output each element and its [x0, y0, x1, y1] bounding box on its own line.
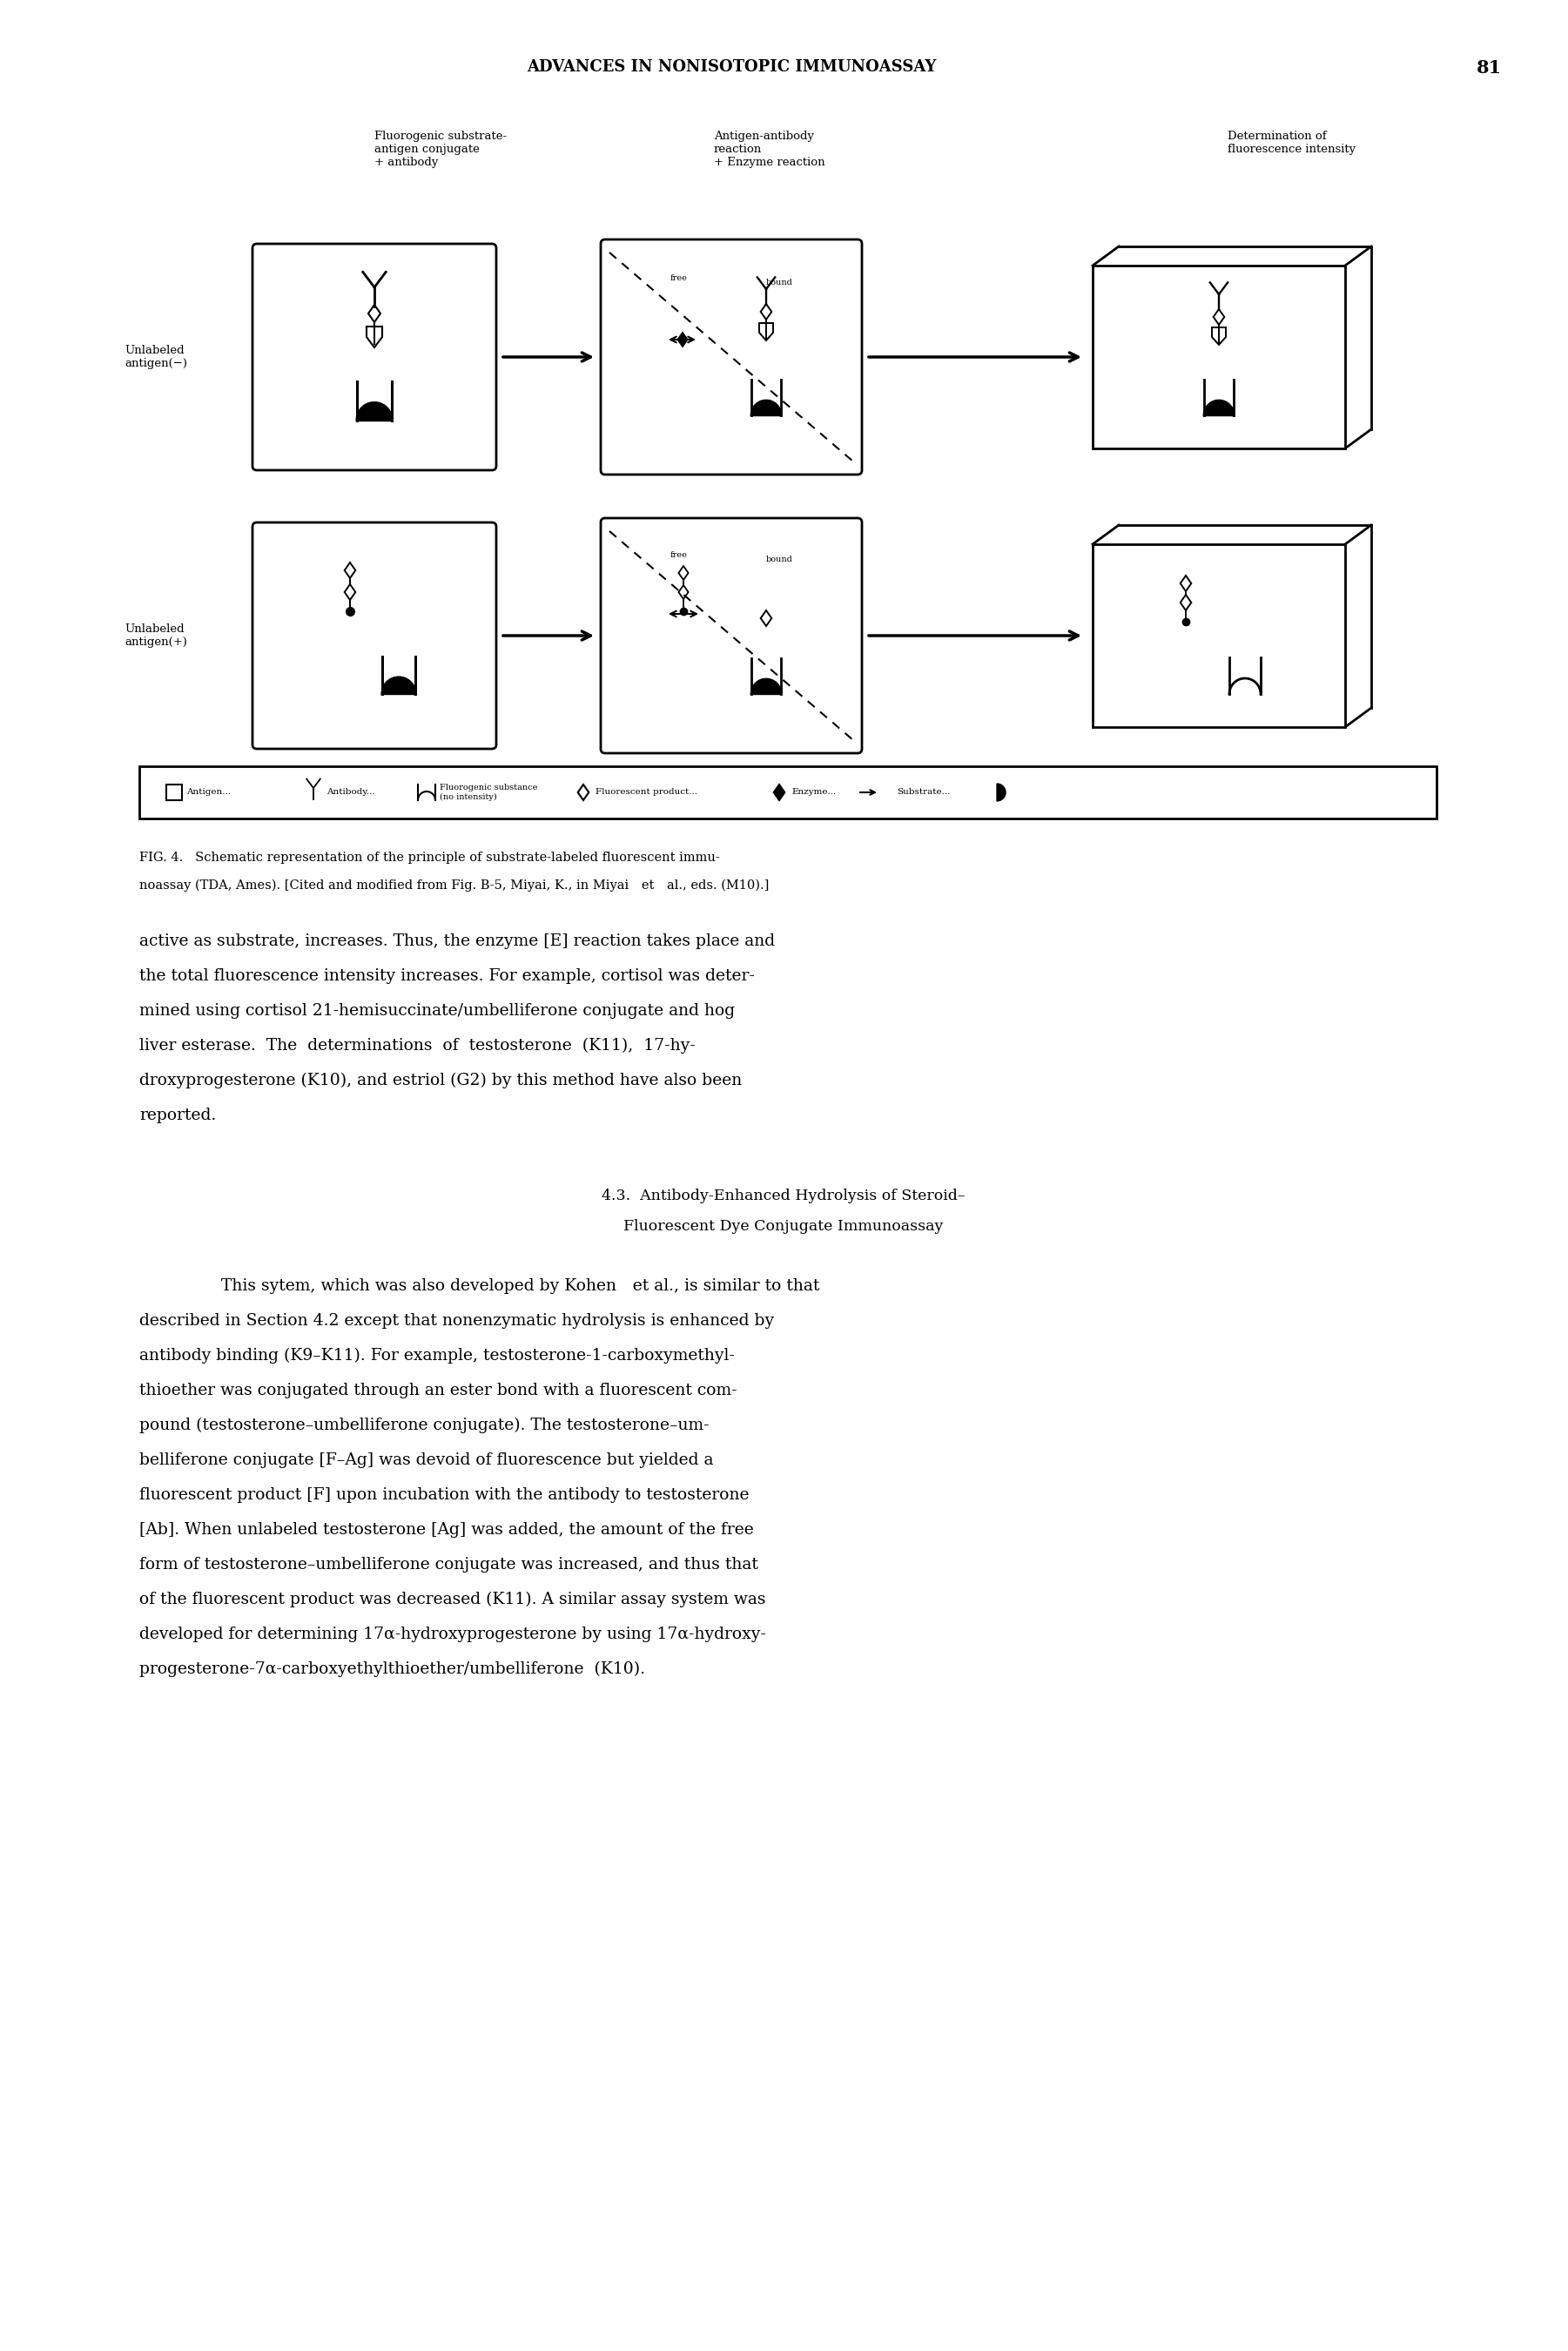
FancyBboxPatch shape — [252, 522, 495, 750]
Text: bound: bound — [765, 555, 793, 564]
Text: reported.: reported. — [140, 1107, 216, 1124]
Text: Enzyme...: Enzyme... — [792, 788, 836, 797]
Text: bound: bound — [765, 280, 793, 287]
Text: antibody binding (K9–K11). For example, testosterone-1-carboxymethyl-: antibody binding (K9–K11). For example, … — [140, 1347, 735, 1364]
Polygon shape — [773, 785, 784, 799]
Polygon shape — [1204, 400, 1234, 416]
Text: pound (testosterone–umbelliferone conjugate). The testosterone–um-: pound (testosterone–umbelliferone conjug… — [140, 1418, 709, 1434]
Text: free: free — [671, 275, 688, 282]
Text: [Ab]. When unlabeled testosterone [Ag] was added, the amount of the free: [Ab]. When unlabeled testosterone [Ag] w… — [140, 1521, 754, 1538]
Text: Antigen...: Antigen... — [187, 788, 230, 797]
Text: noassay (TDA, Ames). [Cited and modified from Fig. B-5, Miyai, K., in Miyai et a: noassay (TDA, Ames). [Cited and modified… — [140, 879, 768, 891]
Text: Fluorescent Dye Conjugate Immunoassay: Fluorescent Dye Conjugate Immunoassay — [624, 1220, 944, 1234]
FancyBboxPatch shape — [601, 240, 862, 475]
Text: belliferone conjugate [F–Ag] was devoid of fluorescence but yielded a: belliferone conjugate [F–Ag] was devoid … — [140, 1453, 713, 1467]
Text: This sytem, which was also developed by Kohen et al., is similar to that: This sytem, which was also developed by … — [201, 1279, 820, 1293]
Text: progesterone-7α-carboxyethylthioether/umbelliferone  (K10).: progesterone-7α-carboxyethylthioether/um… — [140, 1662, 644, 1676]
Text: Fluorescent product...: Fluorescent product... — [596, 788, 698, 797]
Text: Unlabeled
antigen(−): Unlabeled antigen(−) — [124, 346, 187, 369]
Text: developed for determining 17α-hydroxyprogesterone by using 17α-hydroxy-: developed for determining 17α-hydroxypro… — [140, 1627, 767, 1643]
Bar — [1093, 266, 1345, 449]
Text: Substrate...: Substrate... — [897, 788, 950, 797]
Text: of the fluorescent product was decreased (K11). A similar assay system was: of the fluorescent product was decreased… — [140, 1592, 765, 1608]
Polygon shape — [751, 679, 781, 694]
Text: ADVANCES IN NONISOTOPIC IMMUNOASSAY: ADVANCES IN NONISOTOPIC IMMUNOASSAY — [527, 59, 936, 75]
Text: described in Section 4.2 except that nonenzymatic hydrolysis is enhanced by: described in Section 4.2 except that non… — [140, 1314, 775, 1328]
Polygon shape — [677, 331, 687, 346]
Text: free: free — [671, 550, 688, 560]
FancyBboxPatch shape — [601, 517, 862, 752]
Polygon shape — [383, 677, 416, 694]
Text: FIG. 4.   Schematic representation of the principle of substrate-labeled fluores: FIG. 4. Schematic representation of the … — [140, 851, 720, 863]
Text: Antigen-antibody
reaction
+ Enzyme reaction: Antigen-antibody reaction + Enzyme react… — [713, 132, 825, 167]
Text: mined using cortisol 21-hemisuccinate/umbelliferone conjugate and hog: mined using cortisol 21-hemisuccinate/um… — [140, 1004, 735, 1018]
Bar — [166, 785, 182, 799]
Text: active as substrate, increases. Thus, the enzyme [E] reaction takes place and: active as substrate, increases. Thus, th… — [140, 933, 775, 950]
Text: 4.3.  Antibody-Enhanced Hydrolysis of Steroid–: 4.3. Antibody-Enhanced Hydrolysis of Ste… — [602, 1190, 966, 1204]
Text: Antibody...: Antibody... — [326, 788, 375, 797]
Text: the total fluorescence intensity increases. For example, cortisol was deter-: the total fluorescence intensity increas… — [140, 969, 754, 985]
Polygon shape — [751, 400, 781, 416]
Text: thioether was conjugated through an ester bond with a fluorescent com-: thioether was conjugated through an este… — [140, 1382, 737, 1399]
Text: 81: 81 — [1475, 59, 1502, 78]
Text: Determination of
fluorescence intensity: Determination of fluorescence intensity — [1228, 132, 1356, 155]
Bar — [1093, 543, 1345, 726]
Text: Fluorogenic substance
(no intensity): Fluorogenic substance (no intensity) — [439, 783, 538, 802]
Text: Fluorogenic substrate-
antigen conjugate
+ antibody: Fluorogenic substrate- antigen conjugate… — [375, 132, 506, 167]
Text: liver esterase.  The  determinations  of  testosterone  (K11),  17-hy-: liver esterase. The determinations of te… — [140, 1037, 696, 1053]
Text: Unlabeled
antigen(+): Unlabeled antigen(+) — [124, 623, 187, 649]
Polygon shape — [358, 402, 392, 421]
Polygon shape — [997, 783, 1005, 802]
Text: droxyprogesterone (K10), and estriol (G2) by this method have also been: droxyprogesterone (K10), and estriol (G2… — [140, 1072, 742, 1089]
Text: fluorescent product [F] upon incubation with the antibody to testosterone: fluorescent product [F] upon incubation … — [140, 1488, 750, 1502]
Bar — [140, 766, 1436, 818]
FancyBboxPatch shape — [252, 245, 495, 470]
Text: form of testosterone–umbelliferone conjugate was increased, and thus that: form of testosterone–umbelliferone conju… — [140, 1556, 759, 1573]
